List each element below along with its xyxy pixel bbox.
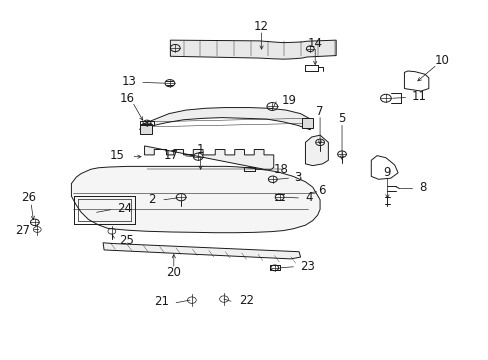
Polygon shape [71,166,320,233]
Polygon shape [170,40,335,59]
Text: 8: 8 [418,181,426,194]
Text: 14: 14 [307,36,322,50]
Text: 25: 25 [119,234,133,247]
Text: 9: 9 [383,166,390,179]
Text: 1: 1 [197,143,204,156]
Text: 20: 20 [166,266,181,279]
Polygon shape [140,108,310,130]
Text: 19: 19 [282,94,296,107]
Text: 17: 17 [163,149,178,162]
Text: 21: 21 [154,296,168,309]
Text: 2: 2 [148,193,156,206]
Text: 5: 5 [338,112,345,125]
Text: 16: 16 [120,92,135,105]
Polygon shape [305,135,328,166]
Polygon shape [302,118,312,128]
Text: 27: 27 [15,224,30,237]
Text: 13: 13 [121,75,136,88]
Text: 7: 7 [316,105,323,118]
Polygon shape [103,243,300,259]
Text: 4: 4 [305,191,312,204]
Polygon shape [140,125,152,134]
Text: 23: 23 [300,260,315,273]
Text: 26: 26 [21,192,37,204]
Text: 24: 24 [117,202,131,215]
Text: 12: 12 [254,20,268,33]
Text: 3: 3 [294,171,301,184]
Text: 6: 6 [318,184,325,197]
Text: 18: 18 [273,163,288,176]
Polygon shape [144,146,273,169]
Text: 15: 15 [110,149,125,162]
Text: 22: 22 [238,294,253,307]
Text: 11: 11 [411,90,426,103]
Text: 10: 10 [434,54,448,67]
